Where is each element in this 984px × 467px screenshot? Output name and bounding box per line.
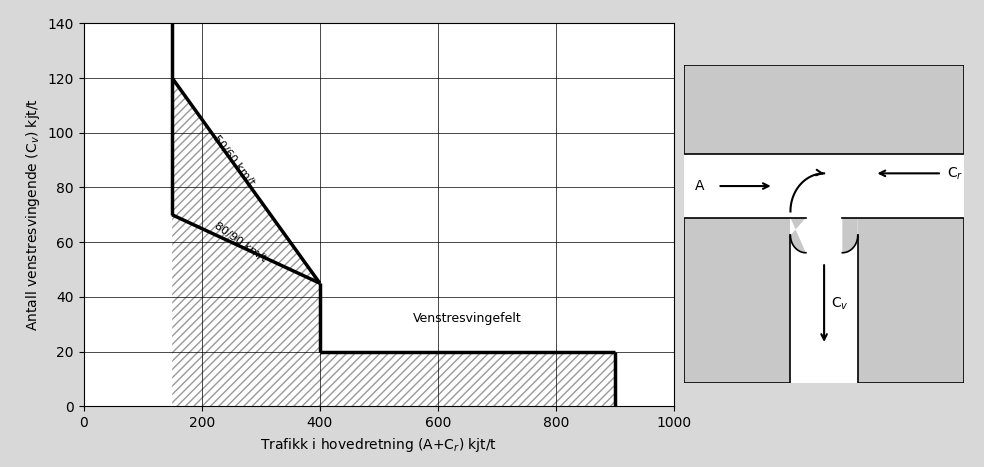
Bar bbox=[790, 218, 858, 383]
Polygon shape bbox=[84, 23, 674, 406]
Text: A: A bbox=[695, 179, 705, 193]
Text: C$_v$: C$_v$ bbox=[831, 295, 849, 312]
Text: 50/60 km/t: 50/60 km/t bbox=[212, 133, 257, 187]
Bar bbox=[684, 154, 964, 218]
Text: 80/90 km/t: 80/90 km/t bbox=[213, 220, 268, 264]
Polygon shape bbox=[842, 218, 858, 253]
Text: Venstresvingefelt: Venstresvingefelt bbox=[413, 312, 522, 325]
X-axis label: Trafikk i hovedretning (A+C$_r$) kjt/t: Trafikk i hovedretning (A+C$_r$) kjt/t bbox=[261, 436, 497, 453]
Text: C$_r$: C$_r$ bbox=[948, 165, 964, 182]
Polygon shape bbox=[790, 218, 806, 253]
Polygon shape bbox=[84, 23, 674, 406]
Y-axis label: Antall venstresvingende (C$_v$) kjt/t: Antall venstresvingende (C$_v$) kjt/t bbox=[24, 98, 42, 332]
